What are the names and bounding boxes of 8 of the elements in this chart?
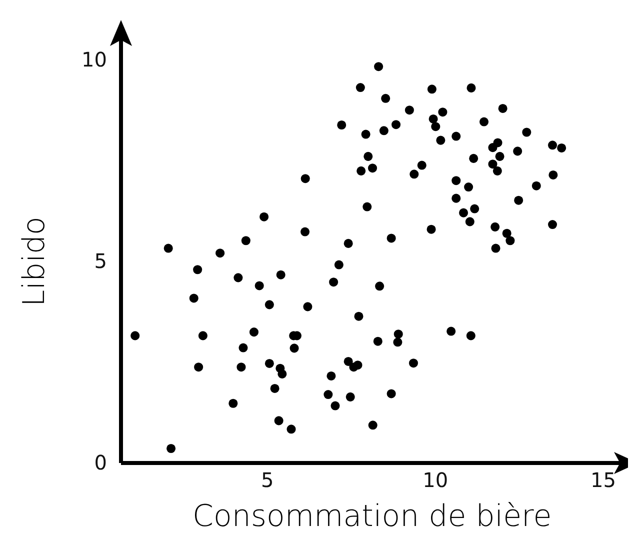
x-axis-title: Consommation de bière xyxy=(192,499,552,534)
y-tick-label: 0 xyxy=(94,450,107,474)
x-tick-label: 10 xyxy=(422,468,448,492)
y-tick-label: 10 xyxy=(82,48,107,72)
x-tick-label: 15 xyxy=(590,468,616,492)
y-tick-label: 5 xyxy=(94,248,107,273)
x-tick-label: 5 xyxy=(261,468,274,492)
y-axis-title: Libido xyxy=(17,216,52,306)
